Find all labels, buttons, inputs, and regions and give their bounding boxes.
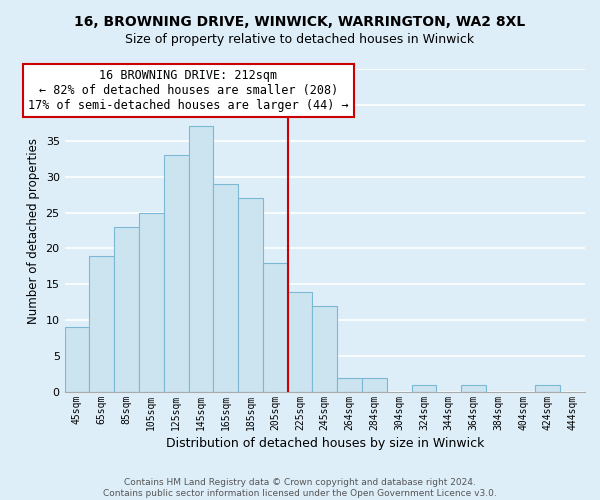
Text: Contains HM Land Registry data © Crown copyright and database right 2024.
Contai: Contains HM Land Registry data © Crown c… (103, 478, 497, 498)
Bar (362, 378, 387, 392)
Bar (213, 184, 238, 392)
Bar (263, 263, 287, 392)
Bar (337, 378, 362, 392)
Text: 16, BROWNING DRIVE, WINWICK, WARRINGTON, WA2 8XL: 16, BROWNING DRIVE, WINWICK, WARRINGTON,… (74, 15, 526, 29)
Bar (188, 126, 213, 392)
Bar (535, 385, 560, 392)
X-axis label: Distribution of detached houses by size in Winwick: Distribution of detached houses by size … (166, 437, 484, 450)
Text: Size of property relative to detached houses in Winwick: Size of property relative to detached ho… (125, 32, 475, 46)
Bar (114, 227, 139, 392)
Bar (164, 155, 188, 392)
Bar (313, 306, 337, 392)
Bar (139, 212, 164, 392)
Y-axis label: Number of detached properties: Number of detached properties (27, 138, 40, 324)
Bar (287, 292, 313, 392)
Bar (89, 256, 114, 392)
Bar (412, 385, 436, 392)
Text: 16 BROWNING DRIVE: 212sqm
← 82% of detached houses are smaller (208)
17% of semi: 16 BROWNING DRIVE: 212sqm ← 82% of detac… (28, 69, 349, 112)
Bar (65, 328, 89, 392)
Bar (461, 385, 486, 392)
Bar (238, 198, 263, 392)
